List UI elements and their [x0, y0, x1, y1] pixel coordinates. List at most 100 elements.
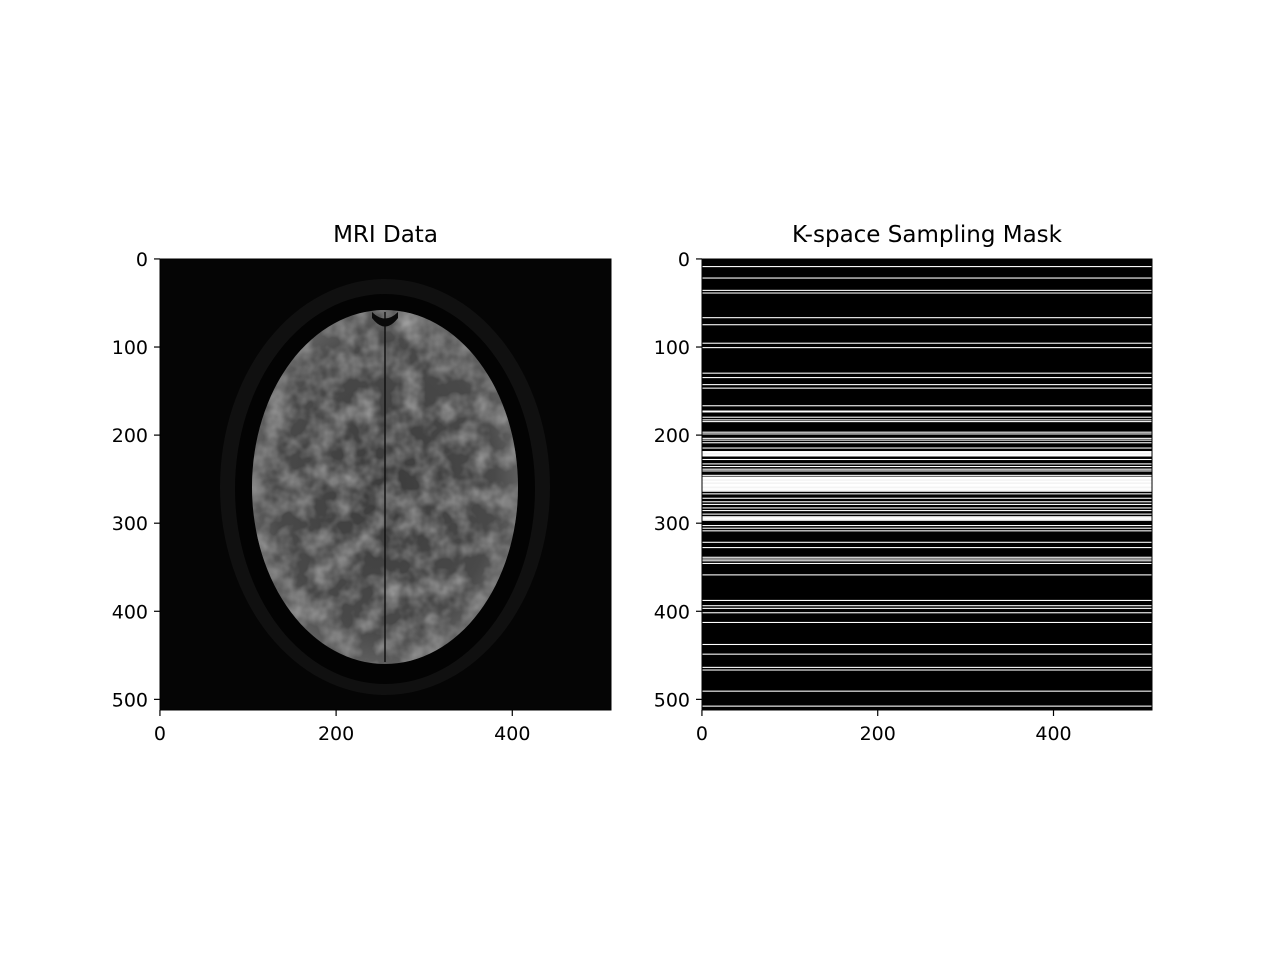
mri-xtick-label: 200 [318, 723, 354, 745]
mask-sampled-row [702, 517, 1152, 519]
mri-ytick-label: 0 [136, 249, 148, 271]
mask-sampled-row [702, 384, 1152, 386]
mask-sampled-row [702, 470, 1152, 472]
mask-sampled-row [702, 289, 1152, 291]
mri-axes: MRI Data 0 200 400 0 100 200 300 400 500 [112, 222, 612, 745]
mask-sampled-row [702, 530, 1152, 532]
mask-sampled-row [702, 437, 1152, 439]
mask-sampled-row [702, 493, 1152, 495]
mask-xtick-label: 0 [696, 723, 708, 745]
mask-sampled-row [702, 451, 1152, 453]
mask-sampled-row [702, 541, 1152, 543]
mask-sampled-row [702, 666, 1152, 668]
mri-ytick-label: 100 [112, 337, 148, 359]
mask-sampled-row [702, 452, 1152, 454]
mask-sampled-row [702, 488, 1152, 490]
mask-sampled-row [702, 466, 1152, 468]
mri-xtick-label: 400 [494, 723, 530, 745]
mask-ytick-label: 400 [654, 601, 690, 623]
mask-sampled-row [702, 574, 1152, 576]
mask-sampled-row [702, 463, 1152, 465]
mask-sampled-row [702, 474, 1152, 476]
mask-sampled-row [702, 517, 1152, 520]
mask-sampled-row [702, 476, 1152, 478]
mask-sampled-row [702, 477, 1152, 479]
mask-sampled-row [702, 653, 1152, 655]
mask-sampled-row [702, 556, 1152, 558]
mask-sampled-row [702, 292, 1152, 294]
mask-sampled-row [702, 480, 1152, 483]
mask-sampled-row [702, 621, 1152, 623]
mask-sampled-row [702, 372, 1152, 374]
mask-sampled-row [702, 439, 1152, 441]
mask-sampled-row [702, 513, 1152, 515]
mask-sampled-row [702, 490, 1152, 492]
mask-sampled-row [702, 501, 1152, 503]
mask-sampled-row [702, 478, 1152, 480]
mask-sampled-row [702, 480, 1152, 482]
mask-sampled-row [702, 277, 1152, 279]
mask-sampled-row [702, 547, 1152, 549]
mask-sampled-row [702, 481, 1152, 483]
mask-sampled-row [702, 433, 1152, 435]
mask-sampled-row [702, 387, 1152, 389]
mask-ytick-label: 200 [654, 425, 690, 447]
mri-ytick-label: 300 [112, 513, 148, 535]
mask-axes: K-space Sampling Mask 0 200 400 0 100 200 300 4… [654, 222, 1153, 745]
mask-sampled-row [702, 419, 1152, 421]
mask-sampled-row [702, 455, 1152, 457]
mask-sampled-row [702, 599, 1152, 601]
mask-sampled-row [702, 479, 1152, 481]
mask-sampled-row [702, 486, 1152, 488]
mri-title: MRI Data [333, 222, 438, 248]
mask-sampled-row [702, 405, 1152, 407]
mask-sampled-row [702, 451, 1152, 453]
mask-sampled-row [702, 487, 1152, 489]
mask-sampled-row [702, 453, 1152, 455]
mask-sampled-row [702, 482, 1152, 484]
mri-image [160, 259, 611, 710]
mask-sampled-row [702, 431, 1152, 433]
mask-sampled-row [702, 560, 1152, 562]
mask-sampled-row [702, 507, 1152, 509]
mri-ytick-label: 400 [112, 601, 148, 623]
mask-ytick-label: 100 [654, 337, 690, 359]
mask-sampled-row [702, 527, 1152, 529]
mask-sampled-row [702, 669, 1152, 671]
mask-sampled-row [702, 324, 1152, 326]
mask-frame [701, 258, 1153, 711]
mask-sampled-row [702, 497, 1152, 499]
mask-sampled-row [702, 488, 1152, 490]
mask-title: K-space Sampling Mask [792, 222, 1063, 248]
mask-sampled-row [702, 518, 1152, 520]
mri-frame [159, 258, 612, 711]
mri-ytick-label: 200 [112, 425, 148, 447]
mask-sampled-row [702, 416, 1152, 418]
mask-sampled-row [702, 562, 1152, 564]
mask-xtick-label: 400 [1035, 723, 1071, 745]
mask-sampled-row [702, 442, 1152, 444]
mask-sampled-row [702, 458, 1152, 461]
mask-sampled-row [702, 489, 1152, 491]
mask-sampled-row [702, 483, 1152, 485]
mask-sampled-row [702, 690, 1152, 692]
mask-sampled-row [702, 342, 1152, 344]
mask-sampled-row [702, 454, 1152, 456]
mask-sampled-row [702, 447, 1152, 449]
mask-sampled-row [702, 468, 1152, 470]
mask-xtick-label: 200 [860, 723, 896, 745]
mask-sampled-row [702, 605, 1152, 607]
mask-sampled-row [702, 525, 1152, 527]
mask-sampled-row [702, 607, 1152, 609]
mask-sampled-row [702, 612, 1152, 614]
mask-sampled-row [702, 421, 1152, 423]
mask-sampled-row [702, 643, 1152, 646]
mask-sampled-row [702, 516, 1152, 518]
mask-sampled-row [702, 347, 1152, 349]
mri-xtick-label: 0 [154, 723, 166, 745]
mask-sampled-row [702, 519, 1152, 521]
mri-ytick-label: 500 [112, 689, 148, 711]
mask-sampled-row [702, 410, 1152, 412]
mask-sampled-row [702, 705, 1152, 707]
